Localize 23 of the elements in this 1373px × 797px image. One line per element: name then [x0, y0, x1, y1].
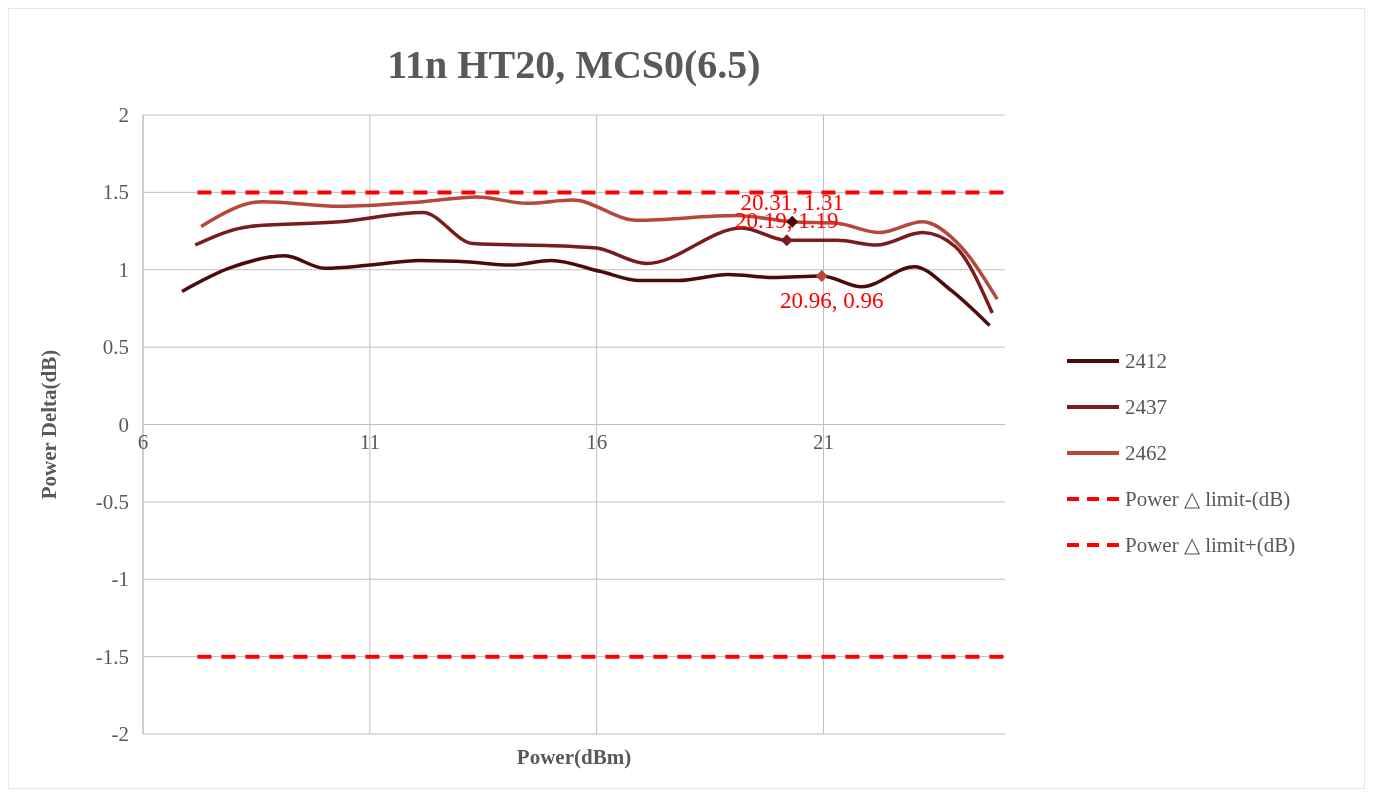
x-tick-label: 6 — [137, 429, 149, 454]
y-tick-label: 2 — [118, 103, 129, 127]
chart-title: 11n HT20, MCS0(6.5) — [387, 42, 761, 87]
annotation: 20.96, 0.96 — [779, 287, 884, 313]
legend-label: Power △ limit+(dB) — [1125, 533, 1296, 557]
y-tick-label: -0.5 — [95, 489, 129, 514]
legend-label: 2412 — [1125, 349, 1167, 373]
y-tick-label: -2 — [111, 722, 129, 746]
y-tick-label: -1.5 — [95, 644, 129, 669]
legend-label: Power △ limit-(dB) — [1125, 487, 1291, 511]
x-axis-title: Power(dBm) — [516, 745, 632, 769]
legend-label: 2462 — [1125, 441, 1167, 465]
x-tick-label: 11 — [359, 429, 380, 454]
y-tick-label: 1.5 — [102, 180, 129, 205]
x-tick-label: 16 — [586, 429, 608, 454]
legend-label: 2437 — [1125, 395, 1167, 419]
line-series — [180, 254, 992, 328]
y-tick-label: 0.5 — [102, 335, 129, 360]
y-tick-label: 0 — [118, 412, 129, 437]
y-axis-title: Power Delta(dB) — [37, 349, 61, 500]
y-tick-label: -1 — [111, 567, 129, 592]
x-tick-label: 21 — [813, 429, 835, 454]
y-tick-label: 1 — [118, 257, 129, 282]
